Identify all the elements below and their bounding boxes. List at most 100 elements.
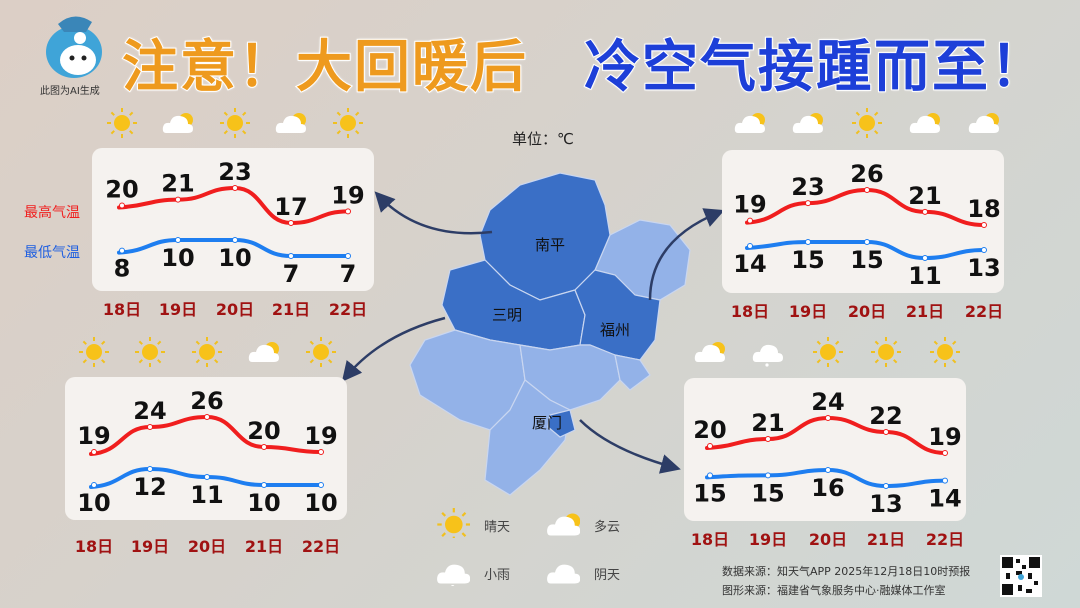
temperature-chart: 20 21 23 17 19 8 10 10 7 7 [105,158,364,288]
region-putian [614,354,651,391]
high-temp-label: 20 [105,176,138,204]
high-temp-label: 19 [928,423,961,451]
sunny-icon [220,108,250,138]
region-xiamen [547,409,576,438]
high-temp-label: 17 [274,193,307,221]
date-label: 22日 [328,300,368,319]
high-temp-point [119,202,125,209]
low-temp-point [981,247,987,253]
high-temp-label: 23 [218,158,251,186]
high-temp-point [232,185,238,191]
low-temp-label: 10 [247,489,280,517]
high-temp-point [261,444,267,450]
sunny-icon [852,108,882,138]
sunny-icon [135,337,165,367]
high-temp-label: 21 [161,170,194,198]
high-temp-label: 26 [190,387,223,415]
partly-cloudy-icon [275,113,306,133]
low-temp-label: 11 [908,262,941,290]
date-label: 21日 [244,537,284,556]
high-temp-point [345,208,351,215]
high-temp-label: 24 [811,388,844,416]
high-temp-label: 22 [869,402,902,430]
high-temp-point [825,415,831,421]
date-label: 22日 [301,537,341,556]
date-label: 19日 [788,302,828,321]
high-temp-point [765,436,771,442]
date-label: 20日 [808,530,848,549]
partly-cloudy-icon [694,342,725,362]
low-temp-label: 16 [811,474,844,502]
weather-legend-label: 小雨 [484,568,511,583]
high-temp-point [747,217,753,224]
date-label: 22日 [964,302,1004,321]
partly-cloudy-icon [968,113,999,133]
date-label: 18日 [102,300,142,319]
low-temp-point [707,472,713,479]
low-temp-label: 10 [218,244,251,272]
forecast-panel-3: 20 21 24 22 19 15 15 16 13 14 [684,378,966,521]
low-temp-point [805,239,811,245]
fujian-map: 南平 三明 福州 厦门 [409,172,691,496]
high-temp-label: 20 [693,416,726,444]
low-temp-label: 15 [693,479,726,507]
legend-low: 最低气温 [24,245,80,261]
high-temp-line [117,185,350,226]
low-temp-label: 7 [283,260,300,288]
low-temp-label: 10 [77,489,110,517]
date-label: 20日 [215,300,255,319]
ai-generated-caption: 此图为AI生成 [40,86,100,97]
date-label: 22日 [925,530,965,549]
low-temp-point [942,477,948,484]
low-temp-point [318,482,324,488]
partly-cloudy-icon [162,113,193,133]
high-temp-point [981,222,987,228]
sunny-icon [813,337,843,367]
low-temp-point [261,482,267,488]
high-temp-point [707,443,713,449]
sunny-icon [333,108,363,138]
region-zhangzhou [484,379,571,496]
low-temp-label: 15 [751,479,784,507]
high-temp-label: 23 [791,173,824,201]
high-temp-point [864,187,870,193]
low-temp-label: 15 [791,246,824,274]
high-temp-label: 26 [850,160,883,188]
sunny-icon [192,337,222,367]
sunny-icon [306,337,336,367]
low-temp-label: 13 [869,490,902,518]
date-label: 21日 [905,302,945,321]
high-temp-point [805,200,811,207]
low-temp-label: 15 [850,246,883,274]
low-temp-point [883,483,889,489]
temperature-chart: 20 21 24 22 19 15 15 16 13 14 [693,388,961,518]
high-temp-label: 19 [77,422,110,450]
partly-cloudy-icon [734,113,765,133]
weather-legend-label: 晴天 [484,520,511,535]
weather-legend-label: 多云 [594,520,621,535]
data-source: 数据来源：知天气APP 2025年12月18日10时预报 [722,565,971,578]
date-label: 21日 [866,530,906,549]
high-temp-line [89,414,323,456]
high-temp-point [883,429,889,435]
low-temp-label: 10 [161,244,194,272]
high-temp-point [288,220,294,226]
high-temp-label: 21 [908,182,941,210]
temperature-chart: 19 23 26 21 18 14 15 15 11 13 [733,160,1000,290]
high-temp-label: 20 [247,417,280,445]
low-temp-point [91,482,97,488]
low-temp-point [204,474,210,480]
high-temp-point [91,449,97,455]
high-temp-line [705,415,947,455]
date-label: 19日 [158,300,198,319]
high-temp-label: 18 [967,195,1000,223]
qr-code[interactable] [1000,555,1042,597]
high-temp-label: 24 [133,397,166,425]
date-label: 19日 [748,530,788,549]
partly-cloudy-icon [547,513,580,536]
city-label-fuzhou: 福州 [600,321,630,339]
low-temp-point [747,243,753,249]
forecast-panel-2: 19 24 26 20 19 10 12 11 10 10 [65,377,347,520]
date-label: 21日 [271,300,311,319]
partly-cloudy-icon [909,113,940,133]
